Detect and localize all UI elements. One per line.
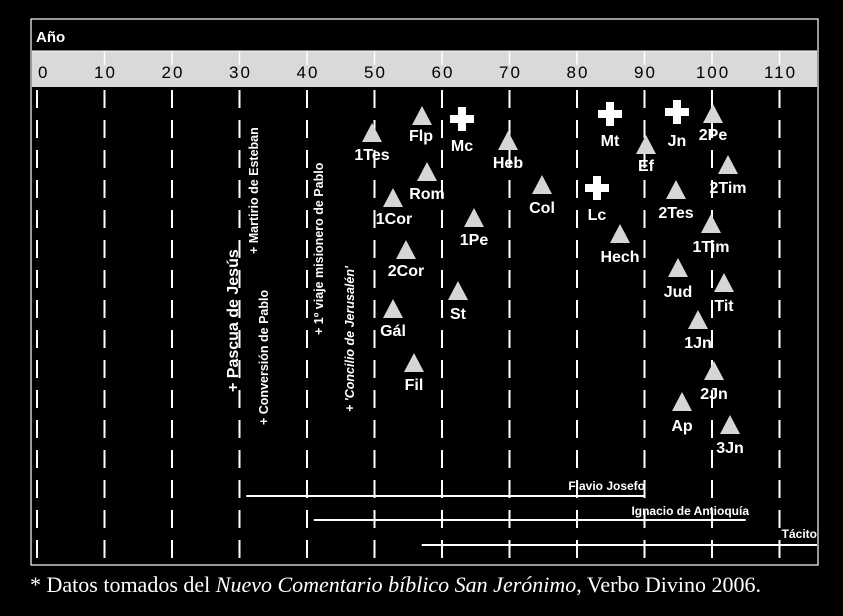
event-label: + 'Concilio de Jerusalén'	[343, 265, 357, 412]
book-label: Fil	[405, 377, 424, 394]
lifespan-label: Tácito	[782, 527, 817, 541]
book-label: 1Tim	[692, 239, 729, 256]
book-label: Mt	[601, 133, 620, 150]
book-triangle-marker	[498, 131, 518, 150]
year-tick-label: 10	[94, 63, 117, 82]
year-tick-labels: 0 10 20 30 40 50 60 70 80 90 100 110	[38, 63, 797, 82]
book-triangle-marker	[672, 392, 692, 411]
book-triangle-marker	[396, 240, 416, 259]
year-tick-label: 60	[432, 63, 455, 82]
year-tick-label: 30	[229, 63, 252, 82]
book-triangle-marker	[720, 415, 740, 434]
year-tick-label: 100	[696, 63, 730, 82]
year-tick-label: 90	[634, 63, 657, 82]
book-triangle-marker	[383, 299, 403, 318]
book-label: 1Tes	[354, 147, 389, 164]
year-tick-label: 80	[567, 63, 590, 82]
year-tick-label: 50	[364, 63, 387, 82]
book-label: 1Cor	[376, 211, 412, 228]
book-label: 2Cor	[388, 263, 424, 280]
book-triangle-marker	[704, 361, 724, 380]
book-label: 2Tes	[658, 205, 693, 222]
footnote-title: Nuevo Comentario bíblico San Jerónimo	[215, 572, 577, 597]
book-label: 2Pe	[699, 127, 728, 144]
book-label: Col	[529, 200, 555, 217]
lifespan-label: Flavio Josefo	[568, 479, 645, 493]
book-triangle-marker	[718, 155, 738, 174]
book-label: Mc	[451, 138, 473, 155]
historical-events: + Pascua de Jesús + Conversión de Pablo + …	[225, 127, 357, 425]
year-axis-band	[32, 51, 817, 87]
event-label: + Conversión de Pablo	[257, 290, 271, 425]
event-label: + 1º viaje misionero de Pablo	[312, 162, 326, 335]
event-label: + Martirio de Esteban	[247, 127, 261, 254]
book-triangle-marker	[464, 208, 484, 227]
year-tick-label: 40	[297, 63, 320, 82]
book-label: 2Jn	[700, 386, 728, 403]
timeline-border	[30, 18, 819, 566]
book-label: Ap	[671, 418, 693, 435]
gospel-cross-marker	[665, 100, 689, 124]
book-triangle-marker	[688, 310, 708, 329]
book-label: Lc	[588, 207, 607, 224]
book-label: Heb	[493, 155, 523, 172]
book-triangle-marker	[714, 273, 734, 292]
year-tick-label: 70	[499, 63, 522, 82]
footnote-publisher: , Verbo Divino 2006.	[576, 572, 762, 597]
book-label: Ef	[638, 158, 655, 175]
book-triangle-marker	[610, 224, 630, 243]
book-triangle-marker	[666, 180, 686, 199]
year-tick-label: 0	[38, 63, 49, 82]
gospel-cross-marker	[450, 107, 474, 131]
book-label: 2Tim	[709, 180, 746, 197]
book-label: Rom	[409, 186, 445, 203]
book-triangle-marker	[636, 135, 656, 154]
gospel-cross-marker	[598, 102, 622, 126]
book-label: St	[450, 306, 467, 323]
footnote-text: * Datos tomados del	[30, 572, 216, 597]
nt-books: 1Tes Flp Rom 1Cor 2Cor Gál Fil Mc 1Pe St Heb Col Mt L…	[354, 100, 747, 457]
book-label: Hech	[600, 249, 639, 266]
book-triangle-marker	[668, 258, 688, 277]
book-triangle-marker	[701, 214, 721, 233]
book-triangle-marker	[404, 353, 424, 372]
book-triangle-marker	[362, 123, 382, 142]
book-label: 3Jn	[716, 440, 744, 457]
year-gridlines	[36, 51, 781, 565]
book-label: Tit	[714, 298, 734, 315]
book-triangle-marker	[532, 175, 552, 194]
book-label: 1Pe	[460, 232, 489, 249]
year-tick-label: 110	[764, 63, 797, 82]
year-axis-title: Año	[36, 29, 65, 46]
book-label: Jn	[668, 133, 687, 150]
book-label: 1Jn	[684, 335, 712, 352]
book-label: Flp	[409, 128, 433, 145]
book-triangle-marker	[703, 104, 723, 123]
lifespan-label: Ignacio de Antioquía	[631, 504, 749, 518]
book-label: Jud	[664, 284, 692, 301]
author-lifespans: Flavio Josefo Ignacio de Antioquía Tácito	[246, 479, 817, 546]
event-label: + Pascua de Jesús	[225, 249, 242, 392]
year-tick-label: 20	[162, 63, 185, 82]
book-triangle-marker	[448, 281, 468, 300]
book-label: Gál	[380, 323, 406, 340]
book-triangle-marker	[417, 162, 437, 181]
book-triangle-marker	[383, 188, 403, 207]
gospel-cross-marker	[585, 176, 609, 200]
book-triangle-marker	[412, 106, 432, 125]
source-footnote: * Datos tomados del Nuevo Comentario bíb…	[30, 572, 761, 598]
